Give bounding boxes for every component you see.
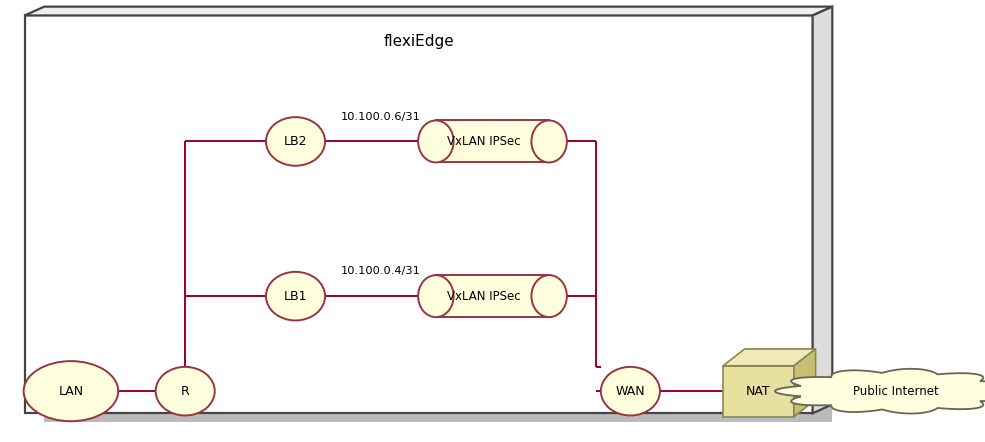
FancyBboxPatch shape: [436, 120, 550, 162]
Text: NAT: NAT: [747, 385, 771, 398]
Polygon shape: [25, 15, 813, 413]
Text: LAN: LAN: [58, 385, 84, 398]
FancyBboxPatch shape: [436, 275, 550, 317]
Text: Public Internet: Public Internet: [853, 385, 940, 398]
Text: VxLAN IPSec: VxLAN IPSec: [447, 290, 520, 303]
Text: R: R: [181, 385, 189, 398]
Ellipse shape: [532, 275, 567, 317]
Polygon shape: [723, 366, 794, 416]
Ellipse shape: [266, 272, 325, 320]
Polygon shape: [44, 24, 832, 422]
Polygon shape: [813, 7, 832, 413]
Text: LB1: LB1: [284, 290, 307, 303]
Ellipse shape: [24, 361, 118, 421]
Polygon shape: [794, 349, 816, 416]
Text: flexiEdge: flexiEdge: [383, 34, 454, 50]
Polygon shape: [723, 349, 816, 366]
Polygon shape: [775, 369, 985, 414]
Text: 10.100.0.4/31: 10.100.0.4/31: [341, 266, 421, 276]
Polygon shape: [25, 7, 832, 15]
Ellipse shape: [418, 120, 454, 162]
Ellipse shape: [418, 275, 454, 317]
Ellipse shape: [532, 120, 567, 162]
Text: 10.100.0.6/31: 10.100.0.6/31: [341, 111, 421, 122]
Ellipse shape: [156, 367, 215, 415]
Text: LB2: LB2: [284, 135, 307, 148]
Ellipse shape: [266, 117, 325, 166]
Ellipse shape: [601, 367, 660, 415]
Text: VxLAN IPSec: VxLAN IPSec: [447, 135, 520, 148]
Text: WAN: WAN: [616, 385, 645, 398]
